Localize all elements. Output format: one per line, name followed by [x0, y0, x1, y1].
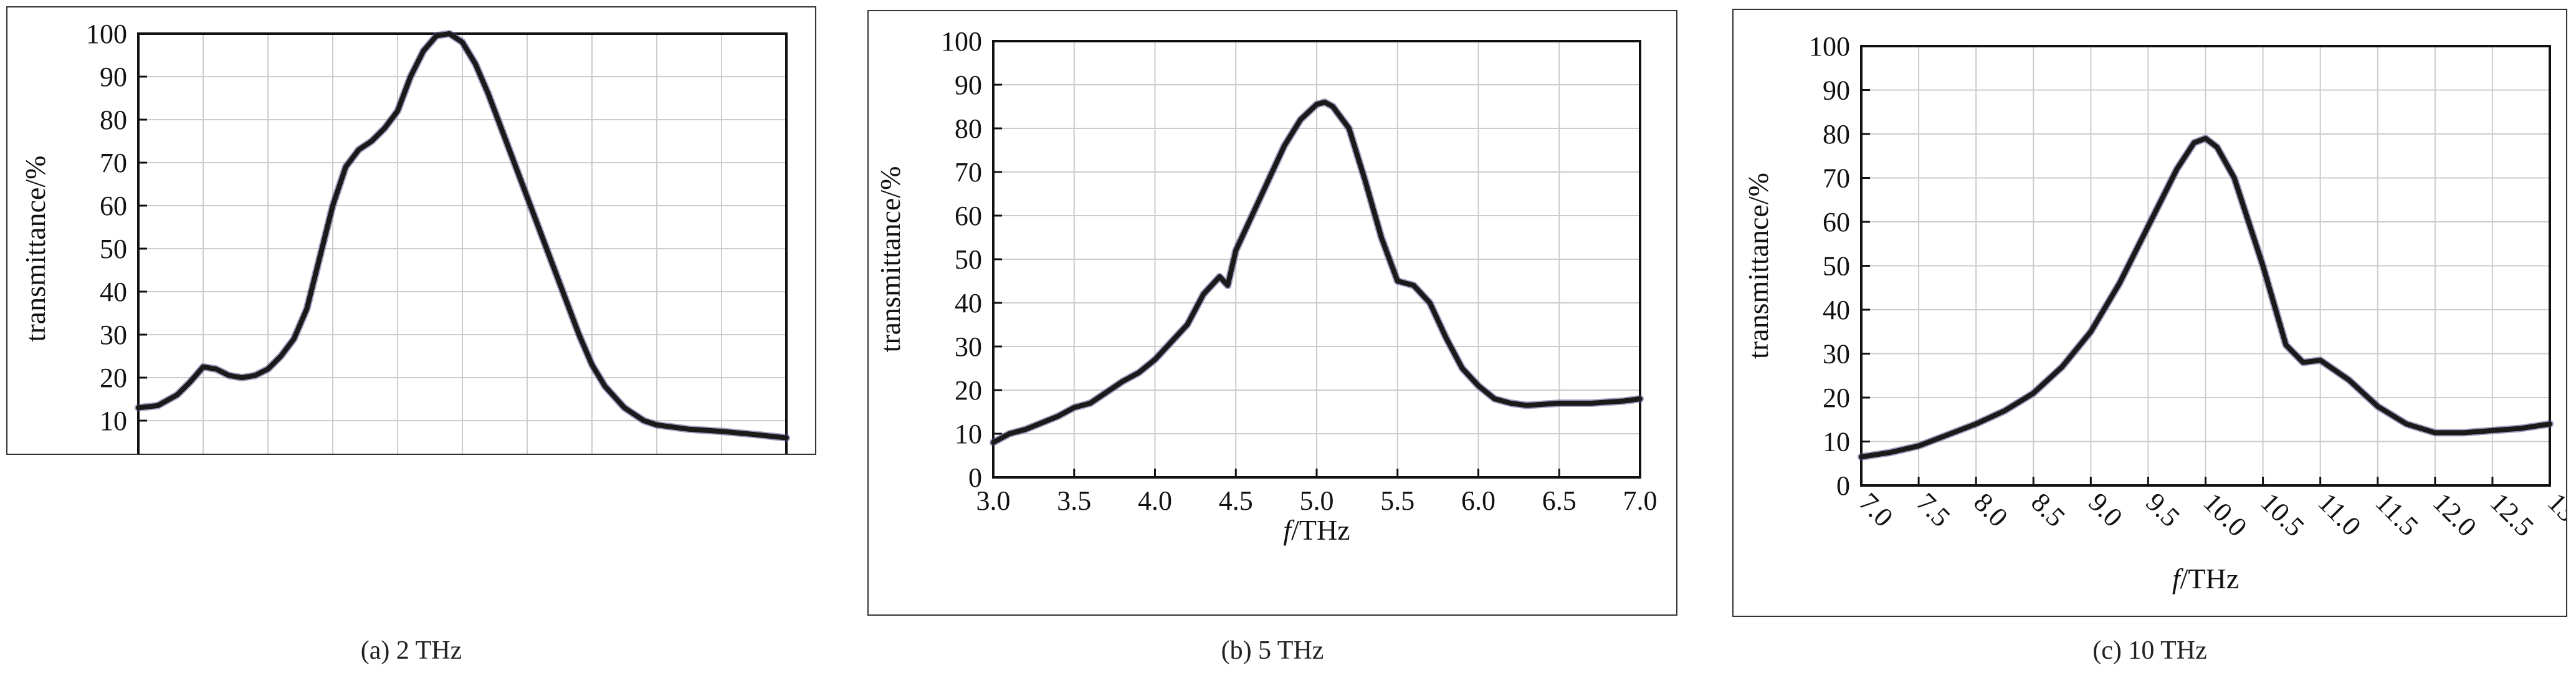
y-tick-label: 60	[100, 191, 127, 221]
x-tick-label: 7.0	[1853, 487, 1899, 533]
x-axis-label-unit: /THz	[1291, 514, 1350, 546]
y-tick-label: 20	[955, 375, 982, 406]
x-tick-label: 13.0	[2542, 487, 2566, 542]
y-tick-label: 40	[100, 277, 127, 307]
x-tick-label: 8.5	[2025, 487, 2071, 533]
y-tick-label: 60	[955, 201, 982, 231]
series-line	[991, 100, 1643, 445]
x-tick-label: 3.5	[1057, 485, 1091, 516]
y-tick-label: 80	[100, 105, 127, 135]
y-tick-label: 60	[1823, 207, 1850, 237]
y-tick-label: 10	[100, 406, 127, 436]
x-tick-label: 4.0	[1138, 485, 1172, 516]
plot-frame	[1860, 45, 2551, 487]
series-line	[1859, 136, 2552, 460]
x-tick-label: 8.0	[1968, 487, 2014, 533]
y-tick-label: 50	[100, 234, 127, 264]
x-tick-label: 4.5	[1219, 485, 1253, 516]
y-axis-label: transmittance/%	[1742, 173, 1774, 359]
x-tick-label: 10.5	[2255, 487, 2311, 542]
y-tick-label: 30	[100, 320, 127, 350]
y-tick-label: 30	[1823, 339, 1850, 370]
y-tick-label: 90	[100, 62, 127, 92]
y-tick-label: 100	[941, 26, 982, 57]
x-tick-label: 9.5	[2140, 487, 2186, 533]
x-tick-label: 6.0	[1461, 485, 1496, 516]
y-tick-label: 10	[1823, 427, 1850, 457]
y-tick-label: 70	[100, 148, 127, 178]
chart-panel-a: 01020304050607080901001.51.61.71.81.92.0…	[6, 6, 816, 532]
x-tick-label: 11.5	[2370, 487, 2425, 542]
x-tick-label: 7.5	[1911, 487, 1957, 533]
y-tick-label: 20	[100, 363, 127, 393]
series-line	[136, 31, 789, 441]
y-tick-label: 80	[955, 113, 982, 144]
chart-panel-c: 0 10 20 30 40 50 60 70 80 90 100 7.0 7.5 8.0 8.5 9.0 9.5…	[1732, 9, 2576, 617]
x-tick-label: 10.0	[2197, 487, 2253, 542]
x-tick-label: 9.0	[2082, 487, 2129, 533]
y-tick-label: 50	[955, 244, 982, 275]
y-tick-label: 90	[1823, 75, 1850, 106]
y-tick-label: 0	[968, 462, 982, 493]
y-tick-label: 100	[1809, 31, 1850, 62]
chart-panel-b: 0 10 20 30 40 50 60 70 80 90 100 3.0 3.5 4.0 4.5 5.0 5.5…	[867, 10, 1677, 616]
chart-svg-c: 0 10 20 30 40 50 60 70 80 90 100 7.0 7.5 8.0 8.5 9.0 9.5…	[1742, 31, 2576, 595]
y-tick-label: 40	[1823, 295, 1850, 325]
x-tick-label: 12.0	[2427, 487, 2483, 542]
chart-svg-b: 0 10 20 30 40 50 60 70 80 90 100 3.0 3.5 4.0 4.5 5.0 5.5…	[874, 26, 1658, 546]
y-tick-label: 20	[1823, 383, 1850, 413]
chart-caption-a: (a) 2 THz	[360, 636, 462, 665]
y-tick-label: 0	[113, 449, 127, 454]
y-tick-label: 0	[1836, 470, 1850, 501]
x-tick-label: 5.0	[1300, 485, 1334, 516]
y-tick-label: 10	[955, 419, 982, 449]
y-tick-label: 70	[1823, 163, 1850, 194]
y-tick-label: 90	[955, 70, 982, 100]
x-axis-label: f/THz	[2172, 563, 2239, 595]
chart-svg-a: 01020304050607080901001.51.61.71.81.92.0…	[19, 19, 804, 532]
x-tick-label: 6.5	[1542, 485, 1577, 516]
x-tick-label: 3.0	[976, 485, 1011, 516]
x-tick-label: 7.0	[1623, 485, 1658, 516]
y-tick-label: 80	[1823, 119, 1850, 150]
x-tick-label: 5.5	[1380, 485, 1414, 516]
x-tick-label: 12.5	[2484, 487, 2540, 542]
y-tick-label: 30	[955, 332, 982, 362]
plot-frame	[992, 40, 1641, 479]
y-axis-label: transmittance/%	[874, 166, 906, 353]
y-tick-label: 70	[955, 157, 982, 188]
y-tick-label: 40	[955, 288, 982, 318]
y-tick-label: 100	[86, 19, 127, 49]
y-axis-label: transmittance/%	[19, 156, 51, 342]
chart-caption-c: (c) 10 THz	[2092, 636, 2207, 665]
x-tick-label: 11.0	[2312, 487, 2367, 542]
x-axis-label-unit: /THz	[2180, 563, 2240, 595]
chart-caption-b: (b) 5 THz	[1221, 636, 1324, 665]
y-tick-label: 50	[1823, 251, 1850, 282]
x-axis-label: f/THz	[1283, 514, 1350, 546]
